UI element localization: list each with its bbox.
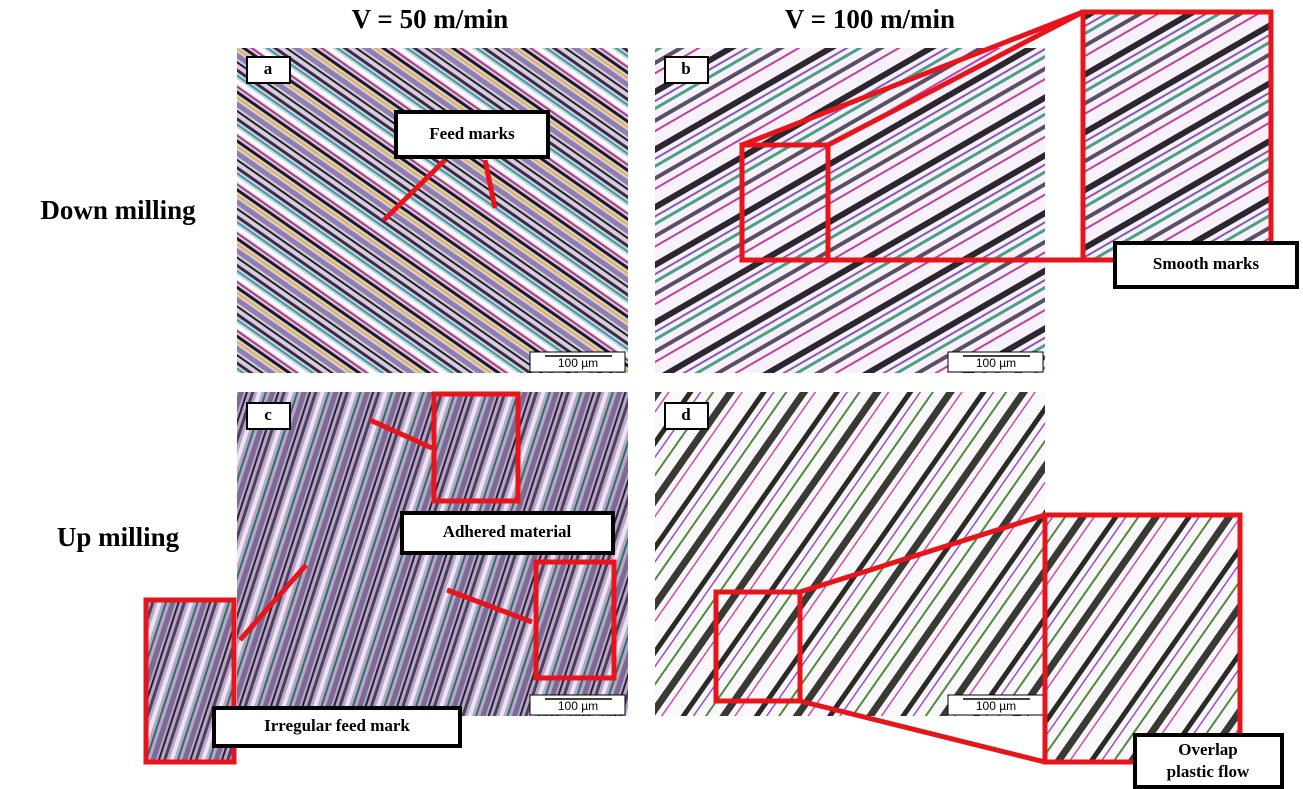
annotation: Overlap: [1178, 740, 1238, 759]
panel-label: a: [264, 59, 273, 78]
panel-label: c: [264, 405, 272, 424]
micrograph: [655, 48, 1045, 373]
panel-label: b: [681, 59, 690, 78]
scale-bar: 100 µm: [558, 356, 598, 370]
scale-bar: 100 µm: [976, 356, 1016, 370]
micrograph: [237, 48, 628, 373]
scale-bar: 100 µm: [976, 699, 1016, 713]
annotation: Feed marks: [429, 124, 515, 143]
annotation: Adhered material: [443, 522, 572, 541]
annotation: Smooth marks: [1153, 254, 1260, 273]
zoom-inset: [1045, 515, 1240, 762]
zoom-inset: [1083, 12, 1271, 260]
row-header: Down milling: [40, 195, 196, 225]
zoom-inset: [434, 394, 518, 501]
row-header: Up milling: [57, 522, 180, 552]
zoom-inset: [536, 562, 614, 678]
scale-bar: 100 µm: [558, 699, 598, 713]
panel-label: d: [681, 405, 691, 424]
annotation: plastic flow: [1167, 762, 1250, 781]
annotation: Irregular feed mark: [264, 716, 410, 735]
column-header: V = 50 m/min: [352, 4, 509, 34]
figure: V = 50 m/min V = 100 m/min Down milling …: [0, 0, 1303, 789]
column-header: V = 100 m/min: [785, 4, 955, 34]
